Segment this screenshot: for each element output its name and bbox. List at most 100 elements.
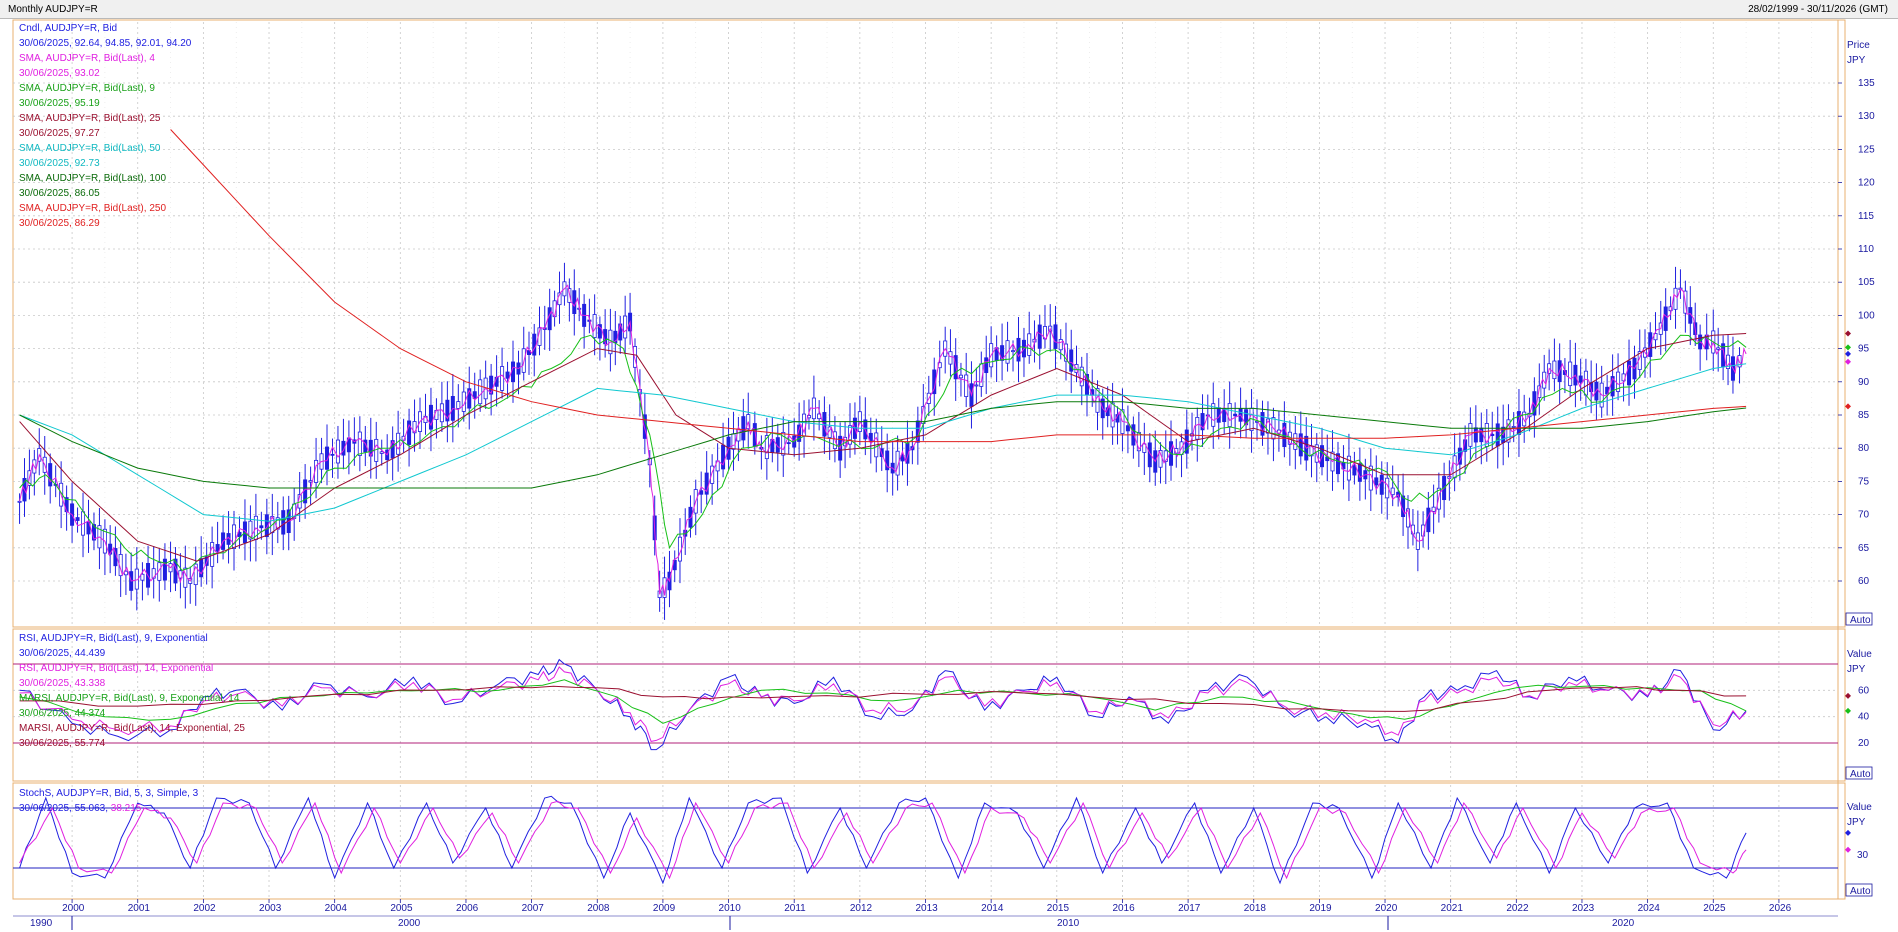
stoch-axis-tick: 30 [1857, 850, 1869, 861]
date-range: 28/02/1999 - 30/11/2026 (GMT) [1748, 4, 1888, 15]
time-tick-label: 2014 [981, 903, 1004, 914]
candle-body [964, 374, 969, 397]
price-legend-label: SMA, AUDJPY=R, Bid(Last), 25 [19, 113, 161, 124]
time-tick-label: 2002 [193, 903, 216, 914]
time-tick-label: 2018 [1244, 903, 1267, 914]
price-series [17, 129, 1747, 620]
price-legend-label: SMA, AUDJPY=R, Bid(Last), 50 [19, 143, 161, 154]
candle-body [439, 403, 444, 423]
stoch-axis-unit: JPY [1847, 817, 1866, 828]
candle-body [532, 333, 537, 356]
candle-body [1011, 350, 1016, 353]
time-tick-label: 2026 [1769, 903, 1792, 914]
candle-body [467, 388, 472, 409]
candle-body [710, 465, 715, 484]
rsi-auto-button[interactable]: Auto [1845, 766, 1873, 780]
candle-body [1053, 324, 1058, 349]
rsi-legend-value: 30/06/2025, 43.338 [19, 678, 106, 689]
candle-body [1058, 339, 1063, 351]
time-tick-label: 2017 [1178, 903, 1201, 914]
price-tick-label: 115 [1858, 211, 1874, 222]
price-legend-label: SMA, AUDJPY=R, Bid(Last), 250 [19, 203, 166, 214]
stoch-series [19, 795, 1747, 885]
candle-body [445, 399, 450, 422]
price-legend-label: SMA, AUDJPY=R, Bid(Last), 4 [19, 53, 155, 64]
price-tick-label: 85 [1858, 410, 1870, 421]
stoch-legend-label: StochS, AUDJPY=R, Bid, 5, 3, Simple, 3 [19, 788, 199, 799]
sma-9-marker [1845, 344, 1851, 351]
candle-body [1352, 465, 1357, 476]
candle-body [786, 442, 791, 445]
price-legend-value: 30/06/2025, 86.29 [19, 218, 100, 229]
candle-body [472, 391, 477, 399]
candle-body [1163, 450, 1168, 462]
price-tick-label: 105 [1858, 277, 1875, 288]
marsi-9-marker [1845, 707, 1851, 714]
price-tick-label: 130 [1858, 111, 1875, 122]
candle-body [781, 432, 786, 456]
candle-body [1552, 360, 1557, 380]
candle-body [895, 450, 900, 476]
candle-body [281, 510, 286, 535]
price-panel-frame [12, 19, 1846, 628]
candle-marker [1845, 350, 1851, 357]
candle-body [407, 420, 412, 445]
rsi-9-line [19, 658, 1747, 751]
svg-text:Auto: Auto [1850, 769, 1871, 780]
marsi-14-line [19, 685, 1747, 712]
rsi-legend-value: 30/06/2025, 44.374 [19, 708, 106, 719]
price-legend-value: 30/06/2025, 95.19 [19, 98, 100, 109]
price-tick-label: 125 [1858, 144, 1875, 155]
price-tick-label: 90 [1858, 377, 1870, 388]
candle-body [248, 520, 253, 540]
time-tick-label: 2016 [1112, 903, 1135, 914]
stoch-legend-k: 55.063, [75, 803, 111, 814]
rsi-legend-label: MARSI, AUDJPY=R, Bid(Last), 9, Exponenti… [19, 693, 240, 704]
candle-body [633, 346, 638, 368]
time-tick-label: 2019 [1309, 903, 1332, 914]
candle-body [75, 517, 80, 521]
price-auto-button[interactable]: Auto [1845, 612, 1873, 626]
sma-100-line [19, 401, 1747, 489]
candle-body [1200, 413, 1205, 431]
candle-body [1069, 349, 1074, 372]
candle-body [48, 463, 53, 487]
rsi-legend-label: RSI, AUDJPY=R, Bid(Last), 14, Exponentia… [19, 663, 213, 674]
decade-label: 2010 [1057, 918, 1080, 929]
time-tick-label: 2011 [784, 903, 806, 914]
candle-body [984, 357, 989, 374]
rsi-legend-value: 30/06/2025, 44.439 [19, 648, 106, 659]
price-axis-unit: JPY [1847, 55, 1866, 66]
price-legend-label: SMA, AUDJPY=R, Bid(Last), 9 [19, 83, 155, 94]
price-legend-value: 30/06/2025, 92.73 [19, 158, 100, 169]
time-tick-label: 2021 [1441, 903, 1464, 914]
candle-body [958, 374, 963, 379]
candle-body [264, 514, 269, 538]
candle-body [597, 324, 602, 339]
chart-title-bar: Monthly AUDJPY=R 28/02/1999 - 30/11/2026… [0, 0, 1898, 19]
candle-body [1095, 388, 1100, 413]
candle-body [157, 562, 162, 581]
candle-body [741, 416, 746, 441]
candle-body [489, 375, 494, 395]
decade-label: 2020 [1612, 918, 1635, 929]
price-legend-value: 30/06/2025, 93.02 [19, 68, 100, 79]
stoch-axis-title: Value [1847, 802, 1872, 813]
candle-body [325, 446, 330, 470]
candle-body [1195, 416, 1200, 440]
candle-body [1522, 411, 1527, 427]
candle-body [1726, 354, 1731, 370]
candle-body [1431, 506, 1436, 512]
price-axis-ticks: 60 65 70 75 80 85 90 95 100 105 110 115 120 125 130 135… [1838, 78, 1875, 749]
candle-body [1537, 385, 1542, 399]
price-tick-label: 110 [1858, 244, 1874, 255]
chart-title: Monthly AUDJPY=R [8, 4, 98, 15]
candle-body [1568, 361, 1573, 387]
candle-body [123, 570, 128, 576]
candle-body [572, 290, 577, 314]
time-tick-label: 2024 [1638, 903, 1661, 914]
candle-body [478, 379, 483, 405]
stoch-auto-button[interactable]: Auto [1845, 883, 1873, 897]
candle-body [1357, 463, 1362, 482]
